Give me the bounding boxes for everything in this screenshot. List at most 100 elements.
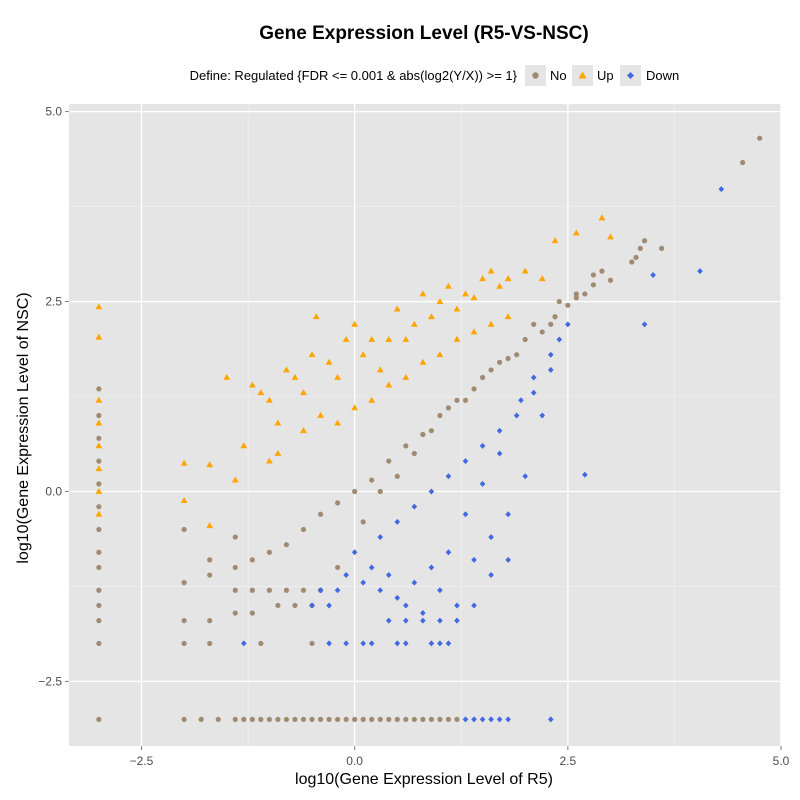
point-no bbox=[96, 640, 102, 647]
point-up bbox=[470, 328, 478, 335]
point-down bbox=[343, 640, 349, 647]
point-down bbox=[377, 587, 384, 594]
point-down bbox=[547, 366, 554, 373]
legend: Define: Regulated {FDR <= 0.001 & abs(lo… bbox=[190, 65, 679, 86]
point-no bbox=[377, 716, 383, 723]
point-no bbox=[317, 716, 324, 723]
point-no bbox=[369, 716, 375, 723]
point-up bbox=[300, 389, 307, 396]
point-no bbox=[207, 618, 213, 624]
point-no bbox=[198, 716, 204, 723]
point-no bbox=[522, 336, 528, 343]
point-no bbox=[215, 716, 221, 723]
point-no bbox=[181, 526, 187, 533]
point-no bbox=[590, 272, 597, 278]
point-up bbox=[240, 442, 248, 449]
point-no bbox=[249, 587, 255, 593]
point-up bbox=[487, 320, 495, 327]
point-no bbox=[552, 314, 558, 320]
point-up bbox=[504, 275, 512, 282]
point-up bbox=[453, 335, 461, 342]
point-down bbox=[565, 321, 571, 328]
point-no bbox=[96, 412, 102, 419]
point-up bbox=[445, 282, 452, 289]
point-up bbox=[551, 237, 559, 244]
point-no bbox=[232, 564, 238, 571]
point-up bbox=[572, 229, 580, 236]
point-no bbox=[258, 716, 264, 723]
legend-key-up-marker bbox=[578, 71, 587, 79]
grid-lines bbox=[69, 104, 782, 746]
point-down bbox=[479, 480, 486, 487]
point-no bbox=[300, 716, 307, 723]
point-up bbox=[206, 461, 214, 468]
point-up bbox=[504, 313, 512, 320]
point-up bbox=[274, 449, 282, 456]
point-down bbox=[403, 602, 409, 609]
point-up bbox=[308, 351, 316, 358]
point-down bbox=[385, 617, 392, 624]
point-up bbox=[419, 358, 427, 365]
point-no bbox=[207, 557, 213, 563]
point-up bbox=[231, 476, 239, 483]
point-up bbox=[385, 335, 393, 342]
point-down bbox=[411, 503, 418, 510]
point-up bbox=[462, 290, 469, 297]
point-no bbox=[437, 412, 443, 419]
point-down bbox=[505, 556, 511, 563]
point-up bbox=[95, 465, 103, 472]
point-down bbox=[326, 640, 332, 647]
point-no bbox=[607, 277, 614, 283]
point-no bbox=[360, 519, 366, 525]
point-no bbox=[637, 245, 643, 251]
point-down bbox=[445, 473, 452, 480]
point-down bbox=[547, 351, 554, 358]
point-no bbox=[462, 397, 469, 403]
point-down bbox=[479, 716, 486, 723]
point-no bbox=[573, 291, 579, 297]
legend-title: Define: Regulated {FDR <= 0.001 & abs(lo… bbox=[190, 68, 518, 83]
point-down bbox=[471, 602, 477, 609]
point-down bbox=[437, 617, 443, 624]
point-no bbox=[181, 716, 187, 723]
point-down bbox=[343, 572, 349, 579]
point-no bbox=[633, 254, 639, 261]
point-down bbox=[360, 640, 366, 647]
point-no bbox=[420, 716, 426, 723]
legend-key-no-marker bbox=[532, 72, 539, 79]
point-no bbox=[232, 534, 238, 540]
point-down bbox=[488, 572, 494, 579]
point-up bbox=[95, 303, 103, 310]
point-no bbox=[420, 431, 426, 438]
point-up bbox=[470, 294, 478, 301]
point-up bbox=[368, 396, 376, 403]
point-no bbox=[96, 549, 102, 555]
point-down bbox=[718, 186, 725, 193]
point-no bbox=[181, 618, 187, 624]
point-up bbox=[257, 389, 265, 396]
point-no bbox=[590, 282, 597, 288]
point-up bbox=[265, 457, 273, 464]
point-up bbox=[453, 305, 461, 312]
point-no bbox=[556, 298, 562, 305]
point-no bbox=[249, 557, 255, 563]
point-no bbox=[411, 450, 417, 457]
point-down bbox=[437, 587, 443, 594]
point-down bbox=[326, 602, 332, 609]
point-no bbox=[96, 716, 102, 723]
point-down bbox=[697, 268, 703, 275]
point-down bbox=[556, 336, 563, 343]
point-up bbox=[359, 351, 367, 358]
point-no bbox=[96, 526, 102, 533]
point-no bbox=[659, 245, 665, 251]
point-up bbox=[385, 381, 393, 388]
point-no bbox=[292, 602, 298, 609]
point-no bbox=[309, 716, 315, 723]
point-down bbox=[505, 716, 511, 723]
point-down bbox=[513, 412, 520, 419]
point-down bbox=[309, 602, 315, 609]
point-up bbox=[325, 358, 333, 365]
point-up bbox=[95, 510, 103, 517]
point-down bbox=[471, 716, 477, 723]
point-no bbox=[207, 572, 213, 578]
